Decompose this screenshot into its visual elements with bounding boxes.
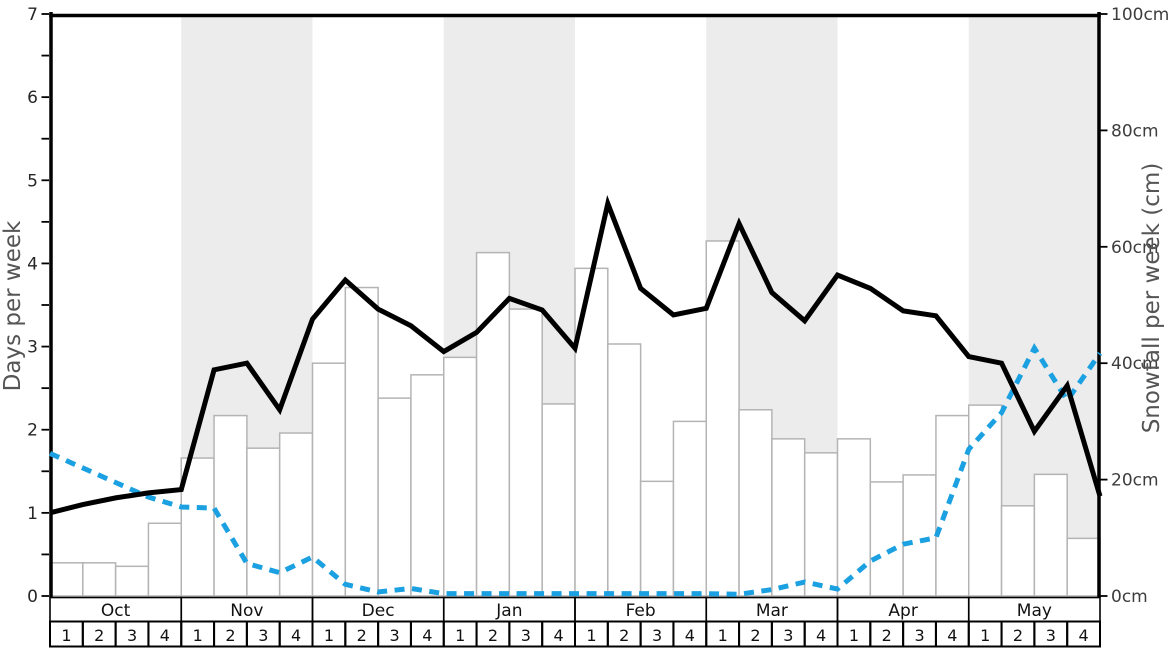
snowfall-bar [443,356,478,597]
snowfall-bar [935,414,970,597]
week-label: 1 [193,626,203,645]
week-label: 4 [685,626,695,645]
month-label: Nov [230,601,263,621]
week-label: 4 [947,626,957,645]
week-label: 4 [554,626,564,645]
snowfall-bar [639,480,675,597]
left-axis-tick-label: 5 [27,171,38,191]
week-label: 4 [160,626,170,645]
month-label: Apr [888,601,917,621]
left-axis-tick-label: 1 [27,504,38,524]
snowfall-bar [344,286,379,597]
month-label: Mar [756,601,788,621]
week-label: 1 [718,626,728,645]
week-label: 2 [225,626,235,645]
week-label: 3 [389,626,399,645]
snowfall-bar [968,404,1003,597]
week-label: 1 [849,626,859,645]
week-label: 2 [750,626,760,645]
snowfall-bar [508,308,543,597]
left-axis-tick-label: 7 [27,5,38,25]
snowfall-bar [902,474,937,597]
snowfall-bar [803,452,839,597]
snowfall-bar [180,457,215,597]
black-solid-days-line [49,195,1103,516]
week-cell [1066,620,1101,648]
snowfall-bar [147,522,182,597]
week-label: 4 [422,626,432,645]
snowfall-bar [1033,473,1068,597]
snowfall-bar [49,562,84,597]
snowfall-bar [278,432,314,597]
week-label: 1 [980,626,990,645]
week-label: 1 [455,626,465,645]
snowfall-bar [541,403,576,597]
right-axis-tick-label: 100cm [1111,5,1168,25]
snowfall-bar [1066,537,1101,597]
month-label: Feb [626,601,656,621]
month-label: May [1017,601,1052,621]
week-label: 4 [816,626,826,645]
month-label: Jan [495,601,522,621]
right-axis-tick-label: 20cm [1111,471,1159,491]
week-label: 1 [61,626,71,645]
left-axis-title: Days per week [0,220,26,392]
snowfall-bar [114,565,150,597]
snowfall-bar [1000,505,1036,597]
right-axis-tick-label: 0cm [1111,587,1148,607]
snowfall-bar [377,397,412,597]
week-label: 4 [291,626,301,645]
snowfall-bar [771,438,806,597]
week-label: 3 [783,626,793,645]
snowfall-bar [213,414,248,597]
week-label: 3 [258,626,268,645]
week-label: 4 [1079,626,1089,645]
snowfall-bar [672,420,707,597]
right-axis-tick-label: 80cm [1111,121,1159,141]
left-axis-tick-label: 4 [27,254,38,274]
week-label: 2 [1013,626,1023,645]
snowfall-bar [607,343,642,597]
week-label: 3 [914,626,924,645]
snowfall-bar [311,362,347,597]
blue-dashed-snowfall-line [48,342,1103,597]
week-label: 2 [882,626,892,645]
week-label: 2 [488,626,498,645]
week-label: 3 [1046,626,1056,645]
week-label: 2 [94,626,104,645]
week-label: 2 [357,626,367,645]
week-label: 3 [652,626,662,645]
left-axis-tick-label: 6 [27,88,38,108]
right-axis-title: Snowfall per week (cm) [1139,162,1165,434]
snowfall-bar [738,409,773,597]
snowfall-bar [475,251,511,597]
right-axis-tick-label: 40cm [1111,354,1159,374]
right-axis-tick-label: 60cm [1111,238,1159,258]
left-axis-tick-label: 0 [27,587,38,607]
snowfall-bar [869,481,904,597]
week-label: 2 [619,626,629,645]
month-label: Dec [362,601,395,621]
snowfall-bar [410,374,445,597]
left-axis-tick-label: 3 [27,338,38,358]
week-label: 1 [586,626,596,645]
week-label: 3 [521,626,531,645]
month-label: Oct [101,601,131,621]
snowfall-bar [82,562,117,597]
week-label: 3 [127,626,137,645]
left-axis-tick-label: 2 [27,421,38,441]
snowfall-bar [836,438,872,597]
week-label: 1 [324,626,334,645]
